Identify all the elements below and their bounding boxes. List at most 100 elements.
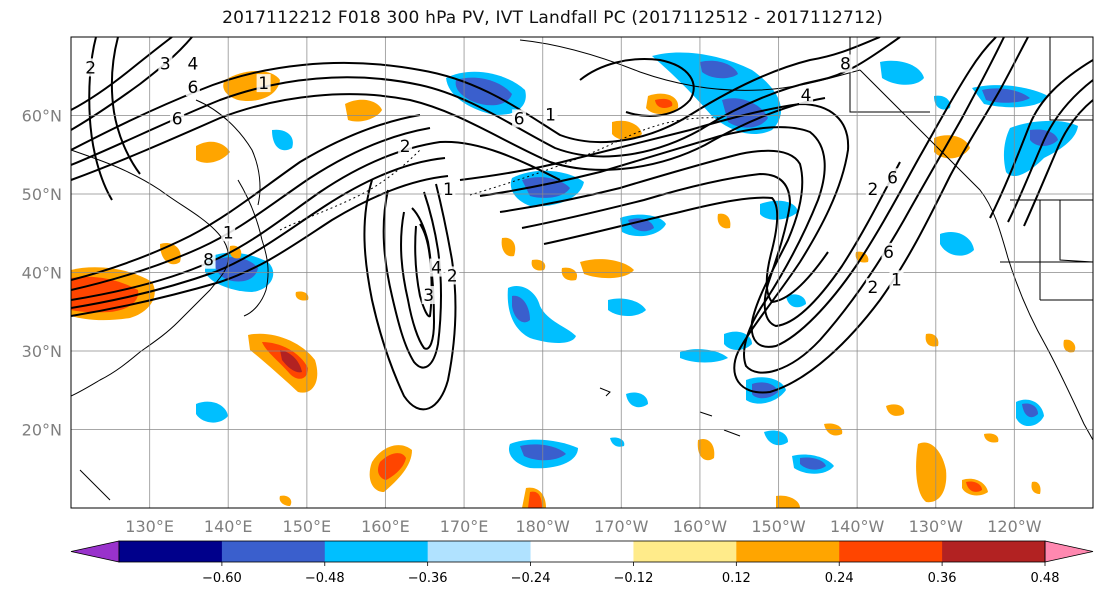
contour-label: 2 <box>867 278 878 298</box>
longitude-label: 170°W <box>594 517 649 536</box>
contour-label: 4 <box>801 86 812 106</box>
colorbar-tick-label: 0.48 <box>1031 571 1060 586</box>
contour-label-bg <box>441 180 456 199</box>
contour-label: 8 <box>203 251 214 271</box>
positive-anomaly-region <box>196 141 230 163</box>
negative-anomaly-region <box>940 231 974 256</box>
contour-label-bg <box>881 242 896 261</box>
pv-contour-1 <box>71 37 881 151</box>
pv-contour-7 <box>71 114 421 281</box>
contour-label: 3 <box>160 54 171 74</box>
contour-label: 6 <box>887 168 898 188</box>
contour-label-bg <box>185 78 200 97</box>
contour-label: 6 <box>172 109 183 129</box>
negative-anomaly-region <box>196 401 228 423</box>
contour-label: 6 <box>514 109 525 129</box>
coastline-hawaii <box>599 387 741 437</box>
strong-positive-anomaly-region <box>655 98 673 108</box>
latitude-labels: 20°N 30°N 40°N 50°N 60°N <box>22 107 62 440</box>
strong-positive-anomaly-region <box>966 481 982 492</box>
pv-contour-nw-4 <box>110 37 141 175</box>
pv-contour-ridge-2 <box>479 37 1005 374</box>
positive-anomaly-region <box>1063 339 1076 353</box>
pv-contour-2 <box>71 37 901 166</box>
pv-contour-4 <box>71 140 561 301</box>
contour-label-bg <box>838 54 853 73</box>
strong-negative-anomaly-region <box>722 98 768 128</box>
contour-label: 6 <box>883 243 894 263</box>
contour-label-bg <box>185 54 200 73</box>
contour-label-bg <box>865 180 880 199</box>
contour-label-bg <box>201 250 216 269</box>
pv-contour-ridge-3 <box>499 37 997 348</box>
contour-label: 8 <box>840 54 851 74</box>
pv-contour-east-3 <box>1023 99 1093 227</box>
pv-contour-ridge-4 <box>521 161 901 328</box>
longitude-label: 160°E <box>361 517 410 536</box>
colorbar-segment <box>839 541 943 562</box>
positive-anomaly-region <box>531 259 546 271</box>
negative-anomaly-region <box>610 437 625 447</box>
colorbar-outline <box>118 540 1046 563</box>
colorbar-tick-label: 0.36 <box>928 571 957 586</box>
colorbar-tick-label: −0.12 <box>614 571 654 586</box>
contour-label-bg <box>421 286 436 305</box>
negative-anomaly-region <box>507 286 576 343</box>
positive-anomaly-region <box>984 433 999 443</box>
strong-negative-anomaly-region <box>628 218 654 232</box>
contour-label: 6 <box>187 78 198 98</box>
colorbar-segment <box>736 541 840 562</box>
pv-contour-nw-2 <box>71 37 193 131</box>
latitude-label: 20°N <box>22 421 62 440</box>
positive-anomaly-region <box>1031 481 1041 494</box>
colorbar-extend-high <box>1044 540 1094 563</box>
negative-anomaly-region <box>880 60 924 85</box>
very-strong-positive-anomaly-region <box>280 350 302 373</box>
contour-label-bg <box>256 74 271 93</box>
pv-contour-east-2 <box>1007 79 1093 223</box>
contour-label-bg <box>221 223 236 242</box>
positive-anomaly-region <box>295 291 309 301</box>
contour-label-bg <box>398 136 413 155</box>
contour-label-bg <box>512 109 527 128</box>
longitude-label: 160°W <box>673 517 728 536</box>
longitude-label: 140°W <box>830 517 885 536</box>
colorbar-segment <box>119 541 223 562</box>
contour-label-bg <box>445 266 460 285</box>
contour-label-bg <box>170 109 185 128</box>
negative-anomaly-region <box>764 430 788 446</box>
longitude-label: 150°W <box>751 517 806 536</box>
colorbar-tick-label: −0.60 <box>202 571 242 586</box>
positive-anomaly-region <box>916 442 947 503</box>
map-title: 2017112212 F018 300 hPa PV, IVT Landfall… <box>222 8 883 28</box>
contour-label: 2 <box>867 180 878 200</box>
positive-anomaly-region <box>561 267 578 281</box>
pv-contour-5 <box>71 157 446 309</box>
border-us-states <box>1000 200 1093 301</box>
negative-anomaly-region <box>934 95 951 110</box>
positive-anomaly-region <box>279 495 292 506</box>
longitude-label: 150°E <box>283 517 332 536</box>
pv-contour-8 <box>71 175 449 317</box>
coastline-kamchatka <box>195 99 261 206</box>
contour-label: 1 <box>223 223 234 243</box>
contour-label-bg <box>799 85 814 104</box>
contour-label: 1 <box>891 270 902 290</box>
positive-anomaly-region <box>501 237 516 257</box>
positive-anomaly-region <box>345 99 382 122</box>
pv-contour-3 <box>71 93 826 181</box>
positive-anomaly-region <box>717 213 731 229</box>
pv-contour-layer <box>71 37 1093 411</box>
strong-negative-anomaly-region <box>214 257 258 282</box>
latitude-label: 60°N <box>22 107 62 126</box>
strong-negative-anomaly-region <box>800 457 826 470</box>
colorbar-segment <box>942 541 1046 562</box>
pv-contour-east-1 <box>989 59 1093 219</box>
positive-anomaly-region <box>697 438 715 461</box>
longitude-label: 120°W <box>987 517 1042 536</box>
contour-label-bg <box>429 258 444 277</box>
contour-label: 4 <box>187 54 198 74</box>
longitude-label: 170°E <box>440 517 489 536</box>
contour-label-bg <box>885 168 900 187</box>
